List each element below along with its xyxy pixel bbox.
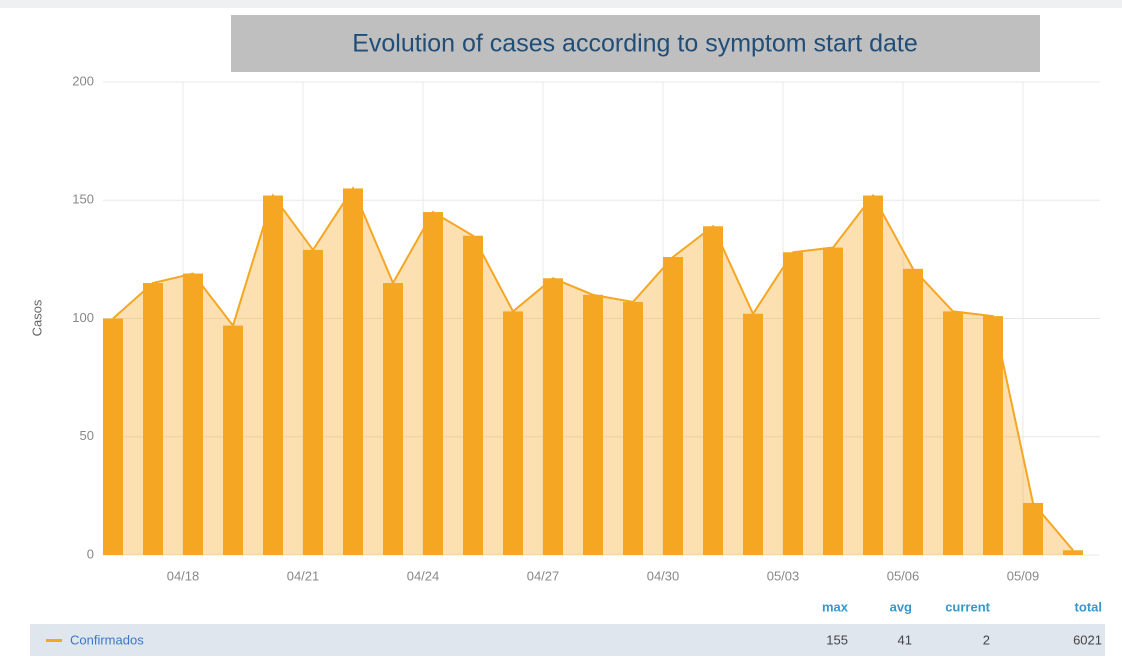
chart-title: Evolution of cases according to symptom …: [352, 30, 918, 58]
legend-header: total: [1075, 599, 1102, 614]
x-tick-label: 04/24: [407, 568, 440, 583]
y-tick-label: 200: [72, 73, 94, 88]
x-tick-label: 05/06: [887, 568, 920, 583]
legend-header: max: [822, 599, 849, 614]
bar: [383, 283, 403, 555]
legend-value: 41: [898, 632, 912, 647]
bar: [103, 318, 123, 555]
bar: [423, 212, 443, 555]
bar: [783, 252, 803, 555]
legend-swatch: [46, 639, 62, 642]
y-tick-label: 150: [72, 192, 94, 207]
bar: [703, 226, 723, 555]
bar: [583, 294, 603, 555]
x-tick-label: 04/21: [287, 568, 320, 583]
legend-row: [30, 624, 1105, 656]
bar: [903, 268, 923, 555]
line: [112, 186, 1074, 551]
x-tick-label: 05/03: [767, 568, 800, 583]
legend-header: current: [945, 599, 990, 614]
x-tick-label: 04/27: [527, 568, 560, 583]
bar: [983, 316, 1003, 555]
legend-value: 2: [983, 632, 990, 647]
bar: [1023, 502, 1043, 555]
y-axis-label: Casos: [29, 299, 44, 336]
x-tick-label: 04/30: [647, 568, 680, 583]
bar: [863, 195, 883, 555]
top-bar: [0, 0, 1122, 8]
title-box: [231, 15, 1040, 72]
bar: [183, 273, 203, 555]
bar: [223, 325, 243, 555]
bar: [503, 311, 523, 555]
bar: [303, 249, 323, 556]
bar: [143, 283, 163, 555]
legend-header: avg: [890, 599, 912, 614]
y-tick-label: 50: [80, 428, 94, 443]
bar: [663, 257, 683, 555]
bar: [823, 247, 843, 556]
y-tick-label: 0: [87, 546, 94, 561]
bar: [943, 311, 963, 555]
bar: [743, 313, 763, 555]
legend-value: 6021: [1073, 632, 1102, 647]
bar: [1063, 550, 1083, 555]
bar: [463, 235, 483, 555]
legend-label: Confirmados: [70, 632, 144, 647]
x-tick-label: 05/09: [1007, 568, 1040, 583]
bar: [623, 301, 643, 555]
bar: [263, 195, 283, 555]
bar: [543, 278, 563, 555]
bar: [343, 188, 363, 556]
legend-value: 155: [826, 632, 848, 647]
y-tick-label: 100: [72, 310, 94, 325]
x-tick-label: 04/18: [167, 568, 200, 583]
